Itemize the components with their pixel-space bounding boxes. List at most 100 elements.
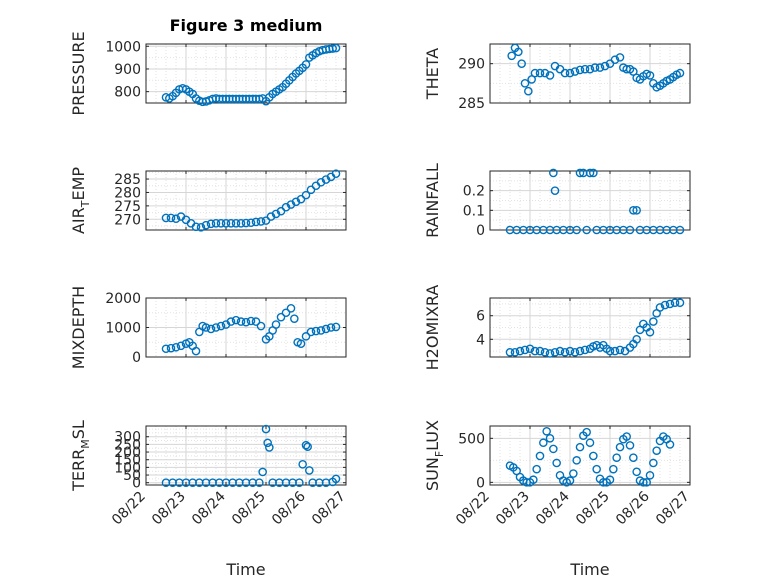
data-point (251, 317, 261, 326)
data-point (326, 323, 336, 332)
data-point (236, 317, 246, 326)
data-point (532, 464, 541, 474)
data-point (632, 334, 641, 344)
data-point (670, 298, 680, 308)
data-point (171, 214, 181, 224)
plot-area (489, 43, 691, 104)
data-point (303, 442, 312, 451)
data-point (276, 312, 286, 322)
x-tick-label: 08/24 (533, 488, 573, 528)
axes-box (489, 297, 691, 358)
y-tick-label: 0 (476, 223, 485, 239)
data-point (560, 68, 570, 78)
panel-pressure: 800 900 1000 PRESSURE Figure 3 medium (69, 16, 347, 116)
y-tick-label: 900 (114, 62, 141, 78)
data-point (520, 345, 530, 355)
data-point (585, 438, 595, 448)
data-point (645, 327, 655, 337)
data-point (515, 346, 525, 356)
data-point (231, 218, 241, 228)
data-point (565, 68, 575, 78)
data-point (331, 322, 341, 332)
data-point (281, 308, 291, 318)
data-point (328, 44, 337, 53)
data-point (201, 220, 211, 230)
data-point (610, 55, 620, 65)
axes-box (145, 170, 347, 231)
data-point (206, 219, 216, 229)
data-point (216, 218, 226, 228)
data-point (565, 346, 575, 356)
data-point (196, 223, 206, 232)
data-point (645, 71, 655, 80)
data-point (622, 432, 631, 441)
axes-box (489, 425, 691, 486)
chart-title: Figure 3 medium (170, 16, 323, 35)
data-point (510, 347, 520, 357)
axes-box (489, 43, 691, 104)
x-tick-label: 08/26 (613, 488, 653, 528)
data-point (549, 168, 558, 178)
data-point (629, 206, 638, 215)
axes-box (145, 425, 347, 486)
y-tick-label: 285 (458, 96, 485, 112)
panel-sun-flux: 0 500 08/22 08/23 08/24 08/25 08/26 08/27 SUNFLU… (423, 420, 693, 579)
y-axis-label: AIRTEMP (69, 167, 92, 234)
data-point (286, 304, 296, 313)
data-point (161, 213, 171, 223)
data-point (632, 467, 641, 477)
data-point (301, 190, 311, 200)
data-point (514, 47, 523, 57)
data-point (206, 324, 216, 334)
data-point (642, 478, 651, 487)
data-point (609, 464, 618, 474)
data-point (575, 65, 585, 75)
data-point (645, 471, 655, 480)
y-tick-label: 1000 (105, 39, 141, 55)
data-point (589, 451, 598, 461)
data-point (256, 217, 266, 226)
data-point (263, 438, 272, 448)
data-point (625, 441, 635, 450)
data-point (570, 347, 580, 357)
y-tick-label: 0 (476, 475, 485, 491)
data-point (632, 206, 641, 215)
data-point (236, 218, 246, 228)
y-tick-label: 1000 (105, 321, 141, 337)
y-tick-label: 0 (132, 350, 141, 366)
panel-h2omixra: 4 6 H2OMIXRA (423, 285, 691, 370)
y-axis-label: SUNFLUX (423, 420, 446, 491)
data-point (226, 317, 236, 326)
data-point (600, 61, 610, 71)
x-tick-label: 08/25 (229, 489, 269, 529)
data-point (331, 169, 341, 178)
data-point (316, 326, 326, 335)
data-point (615, 442, 625, 452)
y-tick-label: 200 (114, 445, 141, 461)
x-tick-label: 08/22 (109, 489, 149, 529)
data-point (201, 323, 211, 332)
data-point (545, 71, 555, 80)
data-point (255, 478, 264, 488)
data-point (241, 218, 251, 228)
data-point (589, 168, 598, 178)
x-tick-label: 08/22 (453, 489, 493, 529)
data-point (305, 466, 314, 475)
data-point (575, 442, 585, 452)
panel-mixdepth: 0 1000 2000 MIXDEPTH (69, 286, 347, 369)
data-point (582, 225, 591, 235)
y-axis-label: RAINFALL (423, 163, 442, 238)
data-point (540, 68, 550, 78)
data-point (542, 426, 551, 436)
x-tick-label: 08/26 (269, 488, 309, 528)
x-tick-label: 08/27 (309, 489, 349, 529)
data-point (570, 67, 580, 76)
data-point (550, 186, 560, 195)
data-point (246, 316, 256, 326)
x-tick-label: 08/27 (653, 489, 693, 529)
data-point (539, 438, 548, 448)
data-point (675, 298, 685, 308)
data-point (580, 345, 590, 355)
